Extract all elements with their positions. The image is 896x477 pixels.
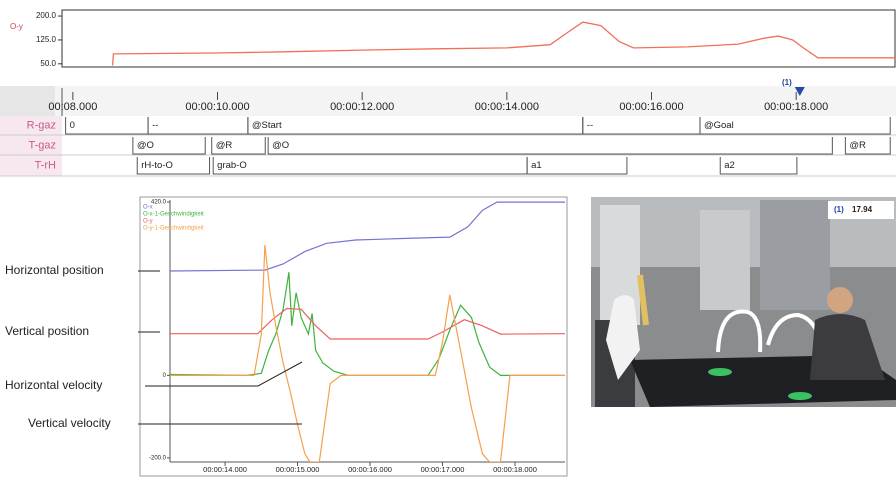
- legend-entry: O-y-1-Geschwindigkeit: [143, 226, 204, 232]
- plot-lines: [170, 201, 565, 462]
- segment-label: @O: [137, 140, 154, 151]
- x-tick-label: 00:00:16.000: [348, 465, 392, 474]
- playhead: [794, 87, 805, 96]
- segment-label: @R: [216, 140, 233, 151]
- annotation-segment: [65, 117, 149, 135]
- annotation-segment: [719, 157, 798, 175]
- series-line: [170, 272, 565, 377]
- top-plot-label: O-y: [10, 22, 23, 31]
- segment-label: @Start: [252, 120, 282, 131]
- annotation-segment: [267, 137, 833, 155]
- y-tick-label: -200.0: [149, 455, 167, 461]
- series-line: [170, 201, 565, 272]
- annotation-segment: [132, 137, 206, 155]
- video-marker: (1): [834, 205, 844, 214]
- tier-name: T-gaz: [28, 139, 56, 151]
- x-tick-label: 00:00:17.000: [421, 465, 465, 474]
- y-tick-label: 125.0: [36, 35, 57, 44]
- y-tick-label: 50.0: [40, 59, 56, 68]
- series-line: [170, 244, 565, 462]
- annotation-segment: [211, 137, 266, 155]
- legend-entry: O-x-1-Geschwindigkeit: [143, 212, 204, 218]
- annotation-segment: [582, 117, 701, 135]
- annotation-segment: [247, 117, 584, 135]
- time-tick-label: 00:00:14.000: [475, 101, 539, 113]
- annotation-leader: [145, 361, 303, 387]
- annotation: Vertical velocity: [28, 416, 111, 430]
- video-frame: [591, 197, 896, 407]
- segment-label: --: [587, 120, 593, 131]
- ruler: [0, 86, 896, 116]
- segment-label: --: [152, 120, 158, 131]
- tier-name: T-rH: [35, 159, 56, 171]
- segment-label: rH-to-O: [141, 160, 173, 171]
- time-tick-label: 00:08.000: [48, 101, 97, 113]
- top-plot: [111, 21, 896, 66]
- video-time: 17.94: [852, 205, 873, 214]
- playhead-label: (1): [782, 78, 792, 87]
- time-tick-label: 00:00:18.000: [764, 101, 828, 113]
- segment-label: 0: [70, 120, 75, 131]
- y-tick-label: 420.0: [151, 200, 167, 206]
- annotation-segment: [147, 117, 249, 135]
- time-tick-label: 00:00:10.000: [185, 101, 249, 113]
- legend-entry: O-y: [143, 219, 153, 225]
- tier-label-column: [0, 116, 62, 176]
- segment-label: @Goal: [704, 120, 734, 131]
- y-tick-label: 0: [163, 373, 167, 379]
- graph-frame: [139, 196, 568, 477]
- annotation-segment: [699, 117, 891, 135]
- ruler-corner: [0, 86, 55, 116]
- x-tick-label: 00:00:15.000: [276, 465, 320, 474]
- top-plot-frame: [61, 9, 896, 68]
- legend-entry: O-x: [143, 205, 153, 211]
- annotation-segment: [844, 137, 891, 155]
- annotation-segment: [526, 157, 628, 175]
- annotation-segment: [212, 157, 528, 175]
- segment-label: @R: [849, 140, 866, 151]
- x-tick-label: 00:00:14.000: [203, 465, 247, 474]
- time-tick-label: 00:00:12.000: [330, 101, 394, 113]
- x-tick-label: 00:00:18.000: [493, 465, 537, 474]
- time-tick-label: 00:00:16.000: [619, 101, 683, 113]
- segment-label: a2: [724, 160, 735, 171]
- segment-label: @O: [272, 140, 289, 151]
- line: [111, 21, 896, 66]
- segment-label: grab-O: [217, 160, 247, 171]
- series-line: [170, 307, 565, 340]
- annotation: Horizontal velocity: [5, 378, 102, 392]
- segment-label: a1: [531, 160, 542, 171]
- annotation: Horizontal position: [5, 263, 104, 277]
- annotation-segment: [136, 157, 211, 175]
- y-tick-label: 200.0: [36, 11, 57, 20]
- annotation: Vertical position: [5, 324, 89, 338]
- tier-name: R-gaz: [27, 119, 56, 131]
